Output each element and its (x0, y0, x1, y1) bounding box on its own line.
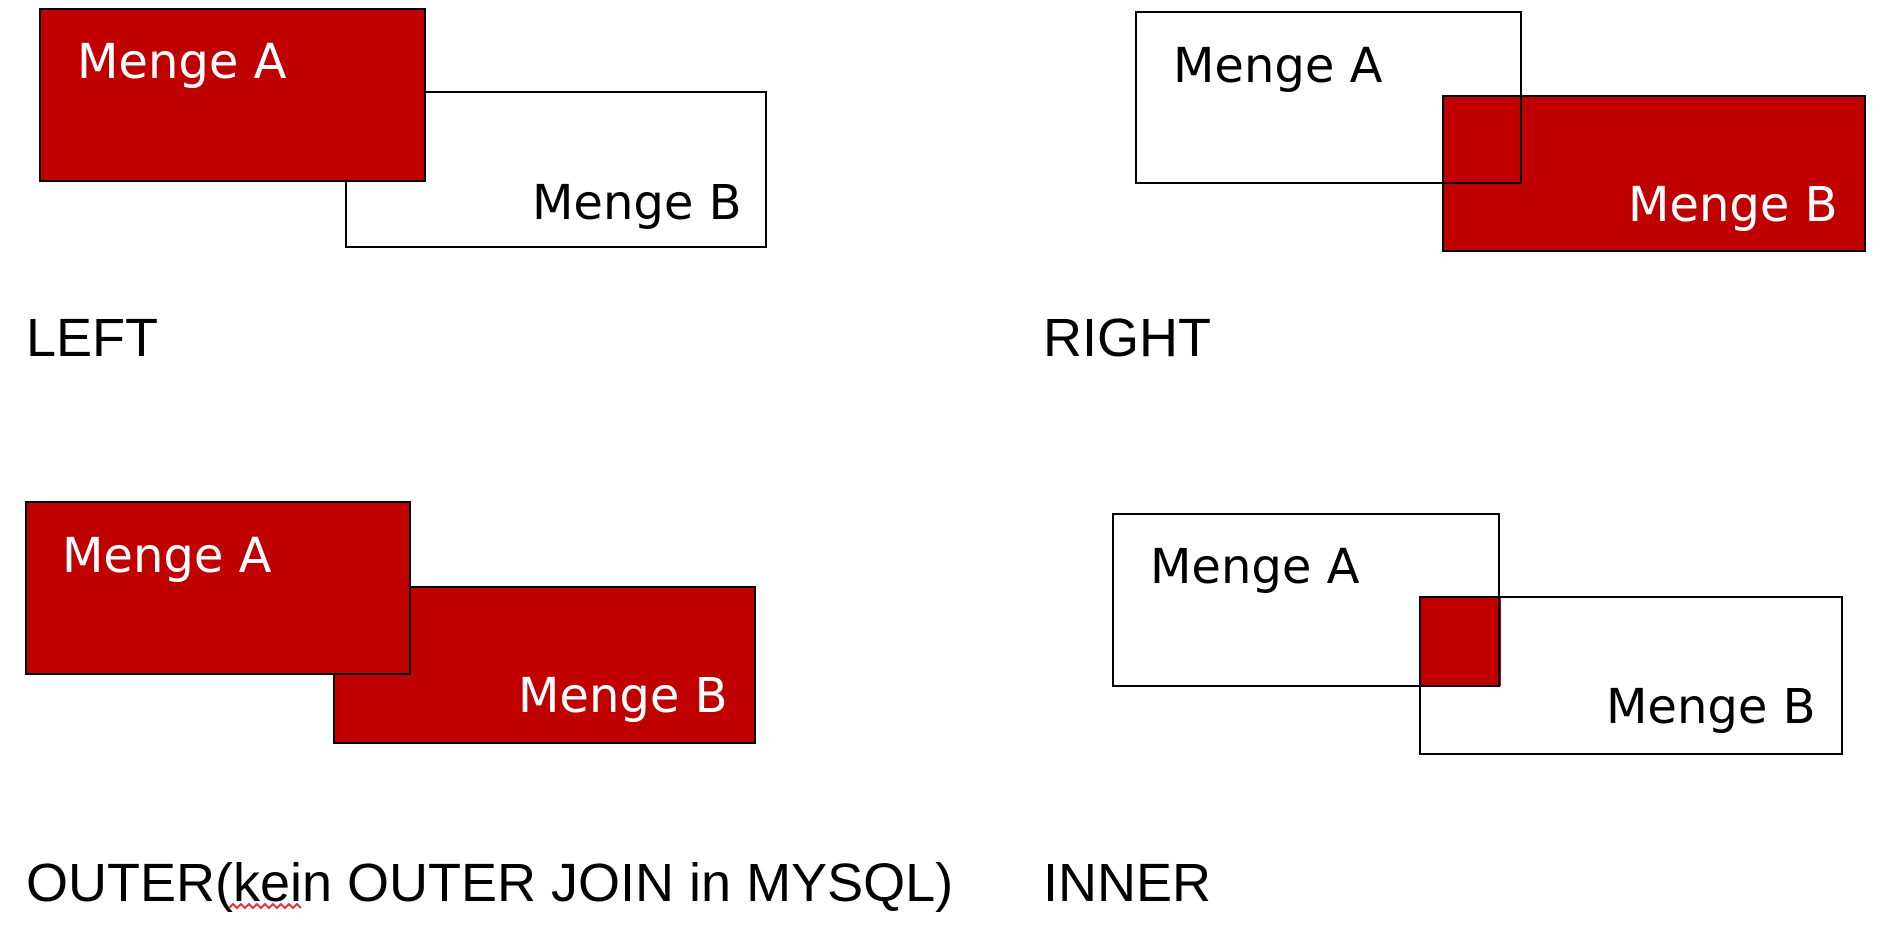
inner-intersection-fill (1420, 597, 1501, 686)
right-join-diagram: Menge A Menge B (1135, 11, 1866, 252)
inner-join-diagram: Menge A Menge B (1112, 513, 1843, 755)
right-set-a-label: Menge A (1173, 38, 1383, 94)
inner-join-caption: INNER (1043, 853, 1211, 913)
spellcheck-squiggle (228, 902, 302, 910)
inner-set-b-label: Menge B (1606, 679, 1816, 735)
inner-set-a-box (1112, 513, 1500, 687)
outer-join-diagram: Menge A Menge B (25, 501, 756, 744)
right-join-caption: RIGHT (1043, 308, 1211, 368)
inner-set-a-label: Menge A (1150, 539, 1360, 595)
outer-caption-end: OUTER JOIN in MYSQL) (332, 853, 953, 913)
inner-set-b-box (1419, 596, 1843, 755)
left-set-a-box (39, 8, 426, 182)
outer-caption-start: OUTER( (26, 853, 233, 913)
right-set-b-box (1442, 95, 1866, 252)
outer-set-a-box (25, 501, 411, 675)
left-set-a-label: Menge A (77, 34, 287, 90)
outer-set-a-label: Menge A (62, 528, 272, 584)
right-set-b-label: Menge B (1628, 177, 1838, 233)
left-join-diagram: Menge A Menge B (39, 8, 767, 248)
outer-set-b-label: Menge B (518, 668, 728, 724)
outer-join-caption: OUTER(kein OUTER JOIN in MYSQL) (26, 853, 953, 913)
left-set-b-label: Menge B (532, 175, 742, 231)
right-set-a-box (1135, 11, 1522, 184)
left-join-caption: LEFT (26, 308, 158, 368)
outer-caption-flagged-word: kein (233, 853, 332, 913)
